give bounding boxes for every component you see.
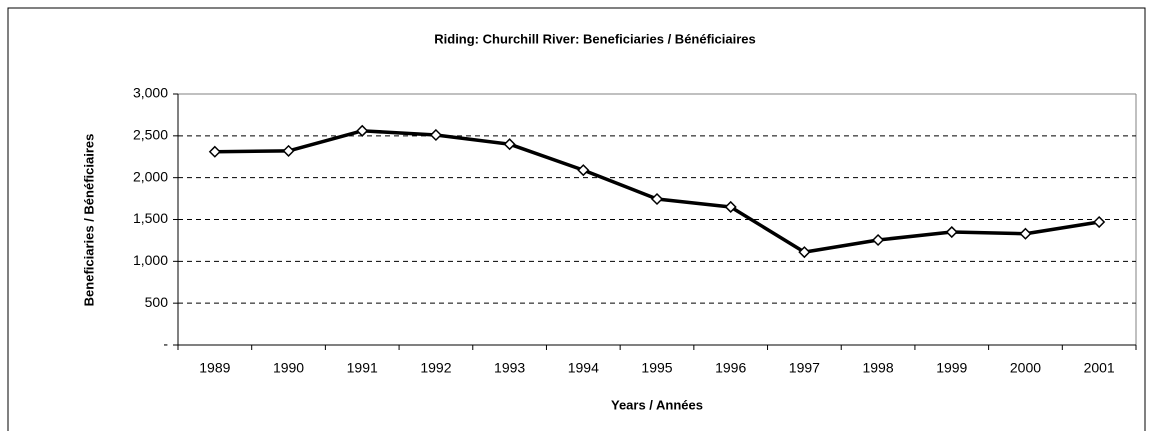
x-tick-label: 2001	[1084, 360, 1115, 376]
y-tick-label: 2,500	[133, 127, 168, 143]
data-marker	[282, 144, 295, 157]
x-tick-label: 1997	[789, 360, 820, 376]
y-tick-label: -	[163, 336, 168, 352]
x-tick-label: 1996	[715, 360, 746, 376]
data-marker	[503, 138, 516, 151]
data-marker	[872, 233, 885, 247]
x-tick-label: 1999	[936, 360, 967, 376]
x-tick-label: 1998	[862, 360, 893, 376]
y-axis-title: Beneficiaries / Bénéficiaires	[81, 134, 96, 307]
x-tick-label: 1991	[347, 360, 378, 376]
x-tick-label: 2000	[1010, 360, 1041, 376]
y-tick-label: 500	[145, 294, 169, 310]
data-marker	[1019, 227, 1032, 240]
data-marker	[356, 124, 369, 137]
x-tick-label: 1990	[273, 360, 304, 376]
data-marker	[724, 200, 737, 214]
data-marker	[429, 128, 442, 142]
x-axis-title: Years / Années	[611, 397, 703, 412]
chart-title: Riding: Churchill River: Beneficiaries /…	[434, 31, 755, 46]
data-marker	[208, 145, 221, 158]
x-tick-label: 1989	[199, 360, 230, 376]
data-marker	[945, 225, 958, 239]
y-tick-label: 2,000	[133, 168, 168, 184]
y-tick-label: 1,000	[133, 252, 168, 268]
data-marker	[577, 164, 590, 177]
x-tick-label: 1993	[494, 360, 525, 376]
x-tick-label: 1992	[420, 360, 451, 376]
y-tick-label: 3,000	[133, 85, 168, 101]
y-tick-label: 1,500	[133, 210, 168, 226]
x-tick-label: 1994	[568, 360, 599, 376]
data-marker	[1093, 215, 1106, 229]
data-marker	[650, 192, 664, 206]
data-marker	[798, 246, 811, 259]
x-tick-label: 1995	[641, 360, 672, 376]
